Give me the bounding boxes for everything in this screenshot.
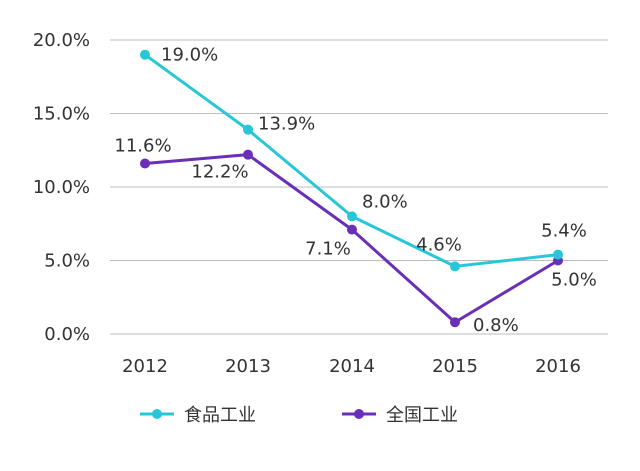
series-line-food-industry: [144, 53, 559, 268]
data-point: [553, 249, 563, 260]
legend: 食品工业 全国工业: [140, 405, 458, 426]
gridlines: [110, 39, 608, 335]
y-tick-label: 0.0%: [44, 324, 90, 345]
x-tick-label: 2015: [432, 356, 478, 377]
data-label: 11.6%: [114, 135, 171, 156]
x-tick-label: 2016: [535, 356, 581, 377]
legend-label: 全国工业: [386, 405, 458, 426]
x-axis-ticks: 2012 2013 2014 2015 2016: [122, 356, 581, 377]
legend-swatch-marker: [152, 409, 162, 419]
data-label: 12.2%: [191, 162, 248, 183]
data-point: [450, 317, 460, 328]
y-tick-label: 5.0%: [44, 251, 90, 272]
data-point: [450, 261, 460, 272]
data-point: [140, 158, 150, 169]
data-labels: 19.0% 13.9% 8.0% 4.6% 5.4% 11.6% 12.2% 7.1% 0.8%…: [114, 45, 596, 337]
data-label: 7.1%: [305, 239, 351, 260]
data-point: [140, 49, 150, 60]
data-label: 5.0%: [551, 270, 597, 291]
data-label: 0.8%: [473, 315, 519, 336]
data-label: 8.0%: [362, 191, 408, 212]
series-lines: [144, 53, 559, 324]
data-point: [243, 149, 253, 160]
data-label: 13.9%: [258, 114, 315, 135]
data-label: 5.4%: [541, 221, 587, 242]
y-tick-label: 20.0%: [33, 30, 90, 51]
x-tick-label: 2012: [122, 356, 168, 377]
data-point: [347, 211, 357, 222]
legend-label: 食品工业: [184, 405, 256, 426]
x-tick-label: 2014: [329, 356, 375, 377]
y-axis-ticks: 0.0% 5.0% 10.0% 15.0% 20.0%: [33, 30, 90, 345]
y-tick-label: 10.0%: [33, 177, 90, 198]
x-tick-label: 2013: [225, 356, 271, 377]
series-points: [140, 49, 563, 328]
data-label: 19.0%: [161, 45, 218, 66]
data-point: [243, 124, 253, 135]
data-label: 4.6%: [416, 234, 462, 255]
y-tick-label: 15.0%: [33, 104, 90, 125]
data-point: [347, 224, 357, 235]
legend-swatch-marker: [354, 409, 364, 419]
